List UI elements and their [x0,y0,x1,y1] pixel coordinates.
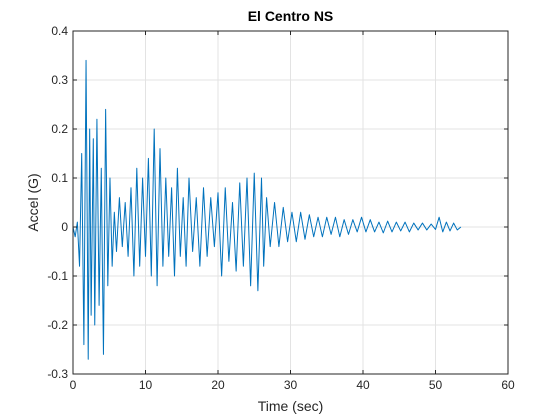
y-tick-label: -0.3 [47,367,68,381]
y-tick-label: 0.2 [51,122,68,136]
y-tick-label: -0.1 [47,269,68,283]
x-tick-label: 60 [501,378,515,392]
y-axis-title: Accel (G) [25,173,41,231]
y-tick-label: 0.4 [51,24,68,38]
x-tick-label: 10 [139,378,153,392]
series-layer [72,59,462,360]
series-line [72,59,462,360]
x-tick-label: 30 [284,378,298,392]
x-tick-label: 0 [70,378,77,392]
y-tick-label: 0.3 [51,73,68,87]
chart-title: El Centro NS [248,8,334,24]
grid [73,31,508,374]
y-tick-label: -0.2 [47,318,68,332]
ticks: 0 10 20 30 40 50 60 -0.3 -0.2 -0.1 0 0.1 0.2 0.3 0.4 [47,24,515,392]
x-tick-label: 40 [356,378,370,392]
y-tick-label: 0.1 [51,171,68,185]
x-tick-label: 20 [211,378,225,392]
x-axis-title: Time (sec) [258,398,324,414]
y-tick-label: 0 [61,220,68,234]
x-tick-label: 50 [429,378,443,392]
